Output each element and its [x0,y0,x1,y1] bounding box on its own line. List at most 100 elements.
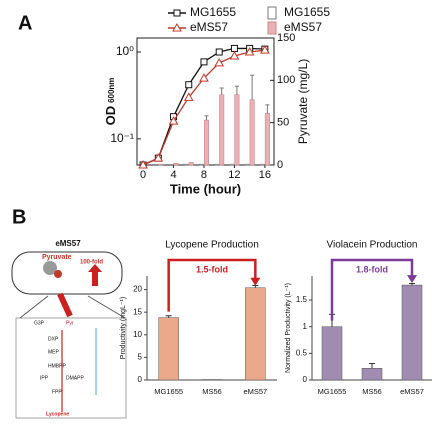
cell-label: Pyruvate [42,254,72,261]
up-arrow [88,264,102,286]
strain-label: eMS57 [55,239,81,248]
bar [173,163,179,166]
pathway-node: Pyr [66,320,74,326]
point [138,159,148,169]
fold-label: 1.8-fold [356,264,388,274]
x-axis-label: Time (hour) [170,181,241,196]
y-tick-label: 10⁻¹ [110,131,134,145]
bar [321,326,343,381]
fold-label: 1.5-fold [196,264,228,274]
y-tick-label: 0 [303,375,308,384]
pathway-node: HMBPP [48,363,66,369]
pathway-node: G3P [34,320,45,326]
error-bar [234,85,239,95]
bar [249,99,255,166]
bar [198,163,204,166]
fold-arrow [167,258,257,312]
legend-label: MG1655 [284,5,330,19]
x-tick-label: MG1655 [154,387,183,396]
bar [361,368,383,381]
bar [229,163,235,166]
bar [245,287,266,381]
bar [244,163,250,166]
chart-title: Lycopene Production [165,240,259,251]
bar [183,163,189,166]
x-tick-label: 16 [259,169,271,181]
point [229,50,240,60]
y-tick-label: 1 [303,322,308,331]
y-tick-label: 1.5 [296,295,308,304]
error-bar [219,87,224,95]
point [230,44,238,52]
pathway-node: FPP [52,389,62,395]
point [199,73,209,82]
point [183,92,194,101]
point [185,81,193,89]
y-axis-label: OD 600nm [103,78,118,126]
x-tick-label: 0 [140,169,146,181]
panel-label: A [18,12,32,34]
y-tick-label: 5 [138,353,143,362]
legend-label: eMS57 [284,20,322,34]
pathway-diagram: eMS57 Pyruvate 100-fold G3P Pyr DXP MEP … [11,239,127,419]
bar [214,163,220,166]
chart-title: Violacein Production [327,240,418,251]
fold-label: 100-fold [80,260,103,266]
bar [234,94,240,166]
panel-label: B [12,206,26,228]
fold-arrowhead [407,275,417,284]
y-tick-label: 10⁰ [116,44,134,58]
bar [158,317,179,381]
fold-arrowhead [250,277,261,286]
error-bar [409,282,415,286]
point [200,58,208,66]
point [260,45,270,54]
error-bar [204,115,209,121]
x-tick-label: 12 [228,169,240,181]
bar [259,163,265,166]
y-axis-label: Productivity (mgL⁻¹) [120,297,127,359]
error-bar [369,362,375,369]
y-tick-label: 0 [138,375,143,384]
y-tick-label: 0.5 [296,348,308,357]
point [244,47,255,56]
bar [219,94,225,166]
molecule-icon [54,270,62,278]
flux-arrow [57,292,73,318]
pathway-node: MEP [48,349,60,355]
point [215,48,223,56]
error-bar [252,284,259,288]
y2-tick-label: 0 [277,159,283,171]
y-axis-label-main: OD [103,106,118,126]
x-tick-label: MG1655 [318,387,347,396]
y-tick-label: 10 [133,330,142,339]
point [214,57,225,67]
y2-tick-label: 150 [277,32,295,44]
y-axis-label-sub: 600nm [107,78,116,103]
pathway-node: Lycopene [46,411,69,417]
legend-swatch [267,6,277,20]
bar [188,162,194,166]
y-tick-label: 15 [133,307,142,316]
fold-arrow [330,258,414,321]
legend-swatch [267,21,277,35]
x-tick-label: 8 [201,169,207,181]
legend-label: MG1655 [190,5,236,19]
zoom-lines [19,295,126,319]
x-tick-label: eMS57 [400,387,424,396]
y-axis-label: Normalized Productivity (L⁻¹) [285,283,292,373]
legend-marker [173,9,181,17]
bar [401,284,423,381]
point [153,153,164,162]
bar [203,119,209,166]
x-tick-label: 4 [170,169,176,181]
pathway-box [15,317,127,419]
y-tick-label: 20 [133,285,142,294]
error-bar [265,104,270,114]
bar [158,163,164,166]
error-bar [250,74,255,100]
error-bar [165,315,172,318]
pathway-node: DXP [48,336,59,342]
legend-label: eMS57 [190,20,228,34]
